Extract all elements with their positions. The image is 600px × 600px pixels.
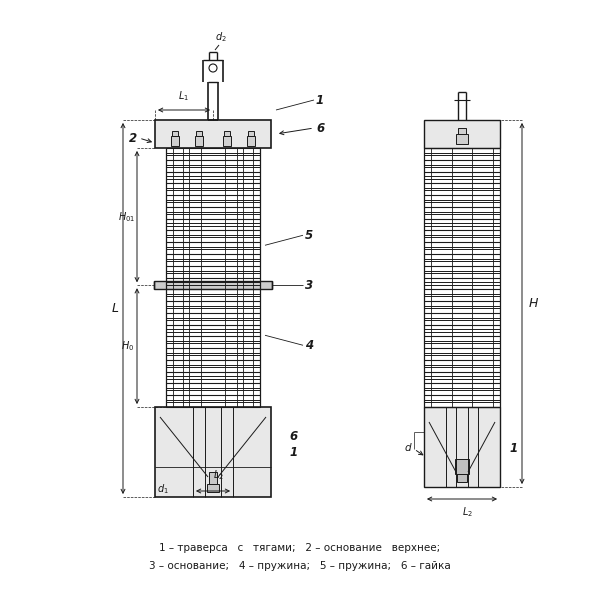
Bar (223, 136, 231, 146)
Text: $L_2$: $L_2$ (212, 468, 223, 482)
Bar (424, 120, 500, 148)
Bar (455, 459, 469, 474)
Text: 1: 1 (510, 443, 518, 455)
Bar (456, 134, 468, 144)
Text: 6: 6 (316, 121, 324, 134)
Text: $d_1$: $d_1$ (157, 482, 169, 496)
Text: 4: 4 (305, 339, 313, 352)
Bar (248, 131, 254, 136)
Bar (209, 472, 217, 484)
Bar (247, 136, 255, 146)
Bar (154, 281, 272, 289)
Text: L: L (112, 302, 119, 315)
Text: 2: 2 (129, 131, 137, 145)
Text: $d_2$: $d_2$ (215, 30, 227, 44)
Bar (424, 407, 500, 487)
Bar (458, 128, 466, 134)
Text: 1: 1 (316, 94, 324, 107)
Text: 3 – основание;   4 – пружина;   5 – пружина;   6 – гайка: 3 – основание; 4 – пружина; 5 – пружина;… (149, 561, 451, 571)
Bar (224, 131, 230, 136)
Bar (172, 131, 178, 136)
Text: $H_{01}$: $H_{01}$ (118, 210, 136, 224)
Text: 1: 1 (289, 445, 297, 458)
Bar (171, 136, 179, 146)
Bar (196, 131, 202, 136)
Text: $L_1$: $L_1$ (178, 89, 190, 103)
Bar (457, 474, 467, 482)
Text: H: H (529, 297, 538, 310)
Bar (155, 407, 271, 497)
Bar (195, 136, 203, 146)
Text: $H_0$: $H_0$ (121, 339, 134, 353)
Text: 3: 3 (305, 279, 313, 292)
Text: 6: 6 (289, 431, 297, 443)
Text: 5: 5 (305, 229, 313, 242)
Bar (155, 120, 271, 148)
Bar (207, 484, 219, 492)
Text: 1 – траверса   с   тягами;   2 – основание   верхнее;: 1 – траверса с тягами; 2 – основание вер… (160, 543, 440, 553)
Text: $d$: $d$ (404, 441, 412, 453)
Text: $L_2$: $L_2$ (461, 505, 472, 519)
